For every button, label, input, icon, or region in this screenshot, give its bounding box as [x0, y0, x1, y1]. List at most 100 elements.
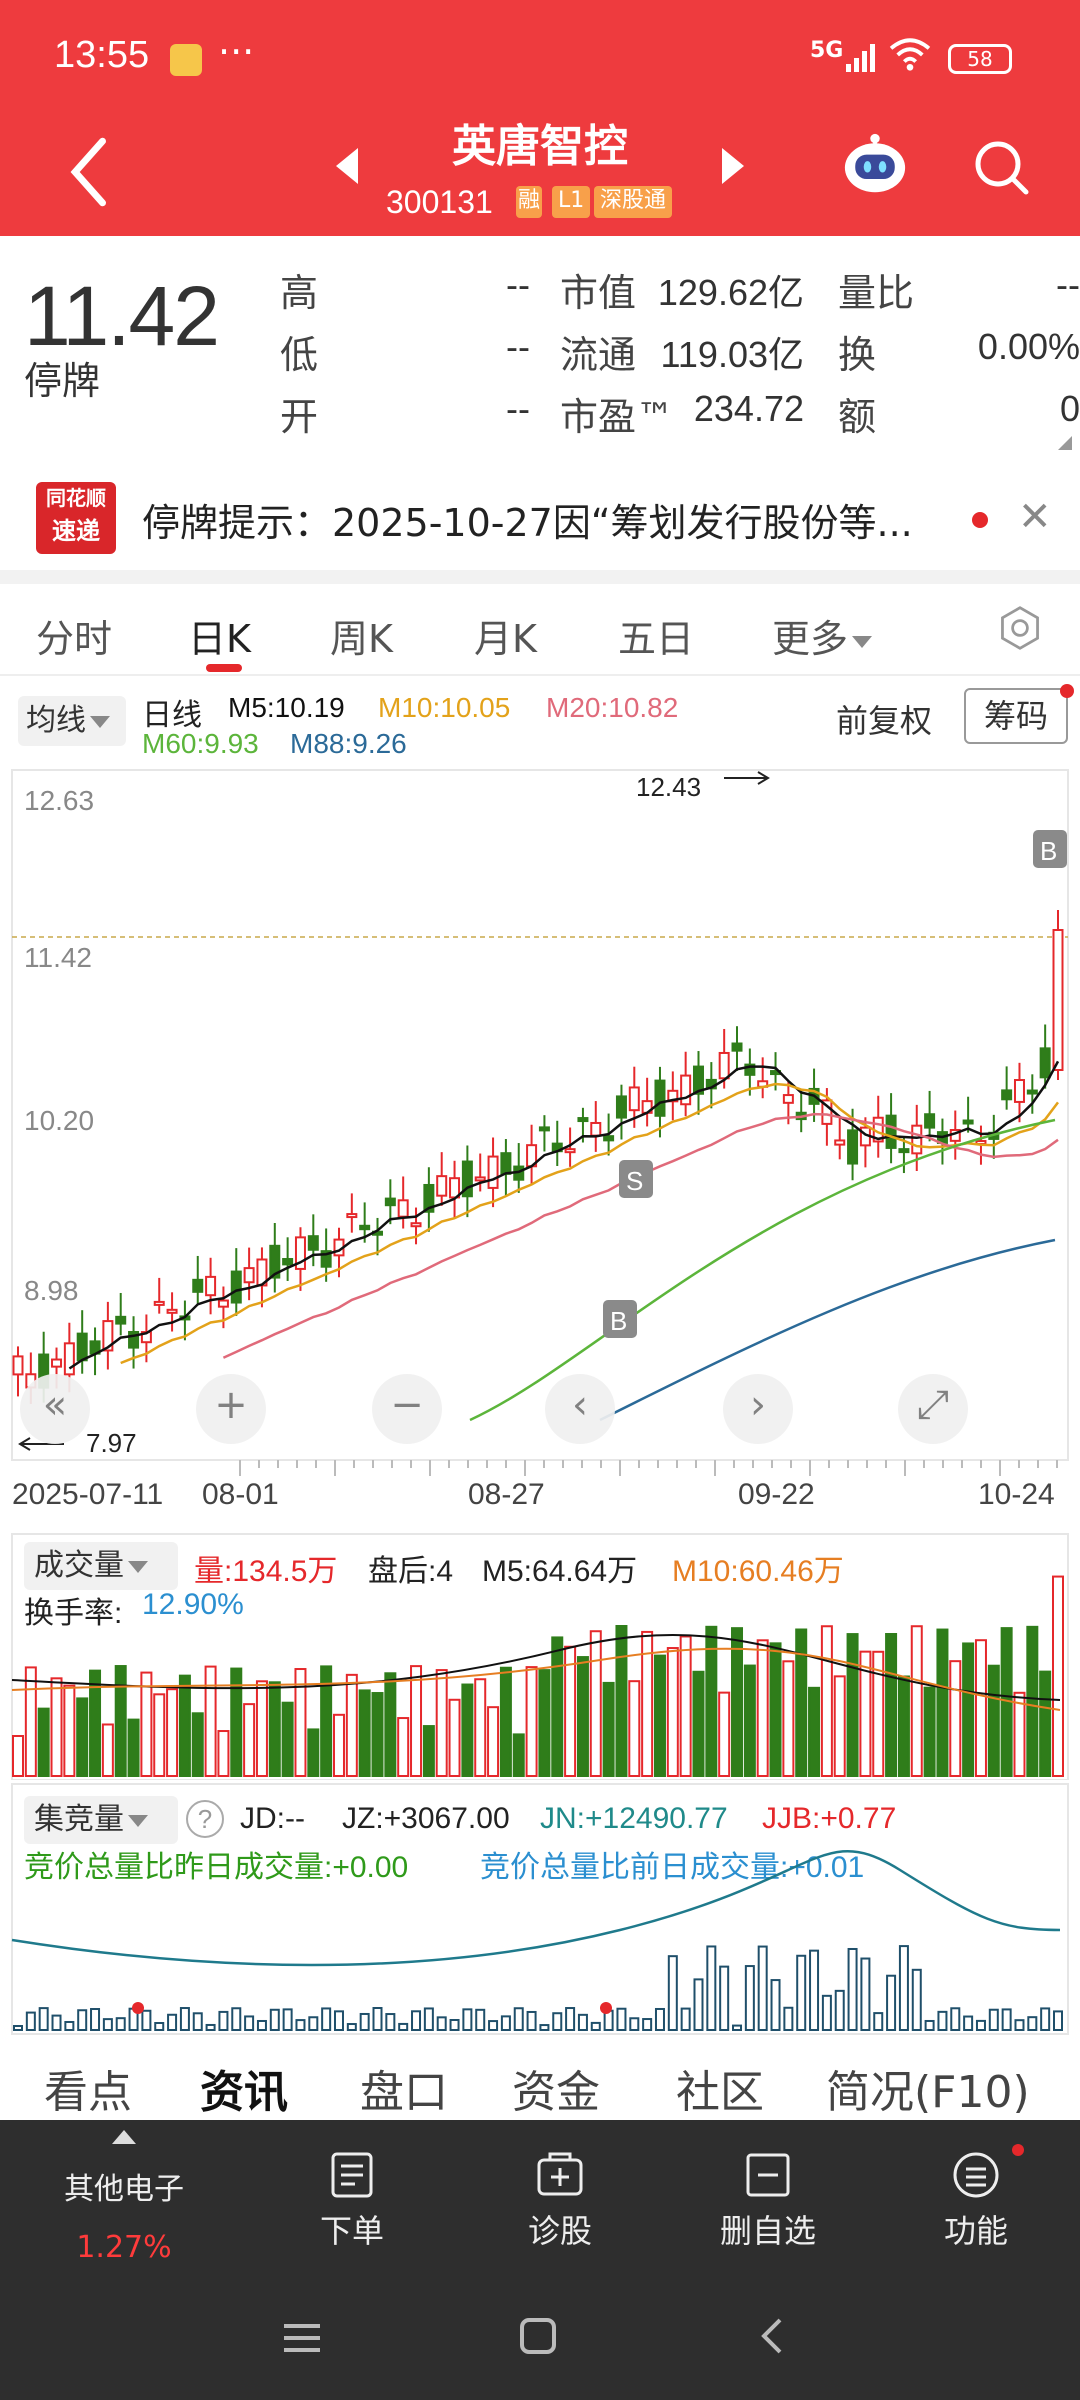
volume-bar	[615, 1625, 628, 1777]
candle-body	[153, 1300, 165, 1306]
auction-bar	[513, 2007, 524, 2031]
kline-chart[interactable]: 12.63 11.42 10.20 8.98 12.43 7.97 S B B	[0, 760, 1080, 1480]
volume-bar	[602, 1681, 615, 1778]
volume-bar	[692, 1670, 705, 1777]
help-icon[interactable]: ?	[186, 1800, 224, 1838]
volume-bar	[345, 1673, 358, 1777]
diagnose-label: 诊股	[527, 2212, 592, 2250]
zoom-in-control[interactable]: +	[196, 1374, 266, 1444]
indicator-selector[interactable]: 均线	[18, 696, 126, 746]
volume-bar	[743, 1664, 756, 1778]
candle-body	[1026, 1089, 1038, 1095]
volume-bar	[178, 1674, 191, 1777]
kline-frame	[11, 769, 1069, 1461]
diagnose-button[interactable]: 诊股	[490, 2150, 630, 2252]
tab-monthly-k[interactable]: 月K	[474, 617, 537, 661]
next-triangle-icon[interactable]	[722, 148, 744, 184]
remove-watchlist-button[interactable]: 删自选	[698, 2150, 838, 2252]
low-price-mark: 7.97	[86, 1428, 137, 1458]
home-icon[interactable]	[516, 2314, 560, 2358]
tab-capital-flow[interactable]: 资金	[512, 2067, 600, 2118]
volume-bar	[1052, 1575, 1064, 1778]
back-icon[interactable]	[750, 2314, 794, 2358]
tab-more[interactable]: 更多	[772, 608, 873, 663]
sector-name: 其他电子	[64, 2172, 184, 2207]
volume-chart[interactable]	[0, 1530, 1080, 1780]
volume-bar	[923, 1686, 936, 1777]
auction-selector[interactable]: 集竞量	[24, 1796, 178, 1844]
candle-body	[603, 1135, 615, 1142]
functions-button[interactable]: 功能	[906, 2150, 1046, 2252]
auction-bar	[1053, 2010, 1063, 2031]
halt-notice-text[interactable]: 停牌提示：2025-10-27因“筹划发行股份等...	[142, 501, 913, 545]
high-arrow-icon	[724, 771, 770, 785]
volume-bar	[808, 1686, 821, 1777]
volume-bar	[859, 1650, 872, 1777]
chips-button[interactable]: 筹码	[964, 688, 1068, 744]
settings-hexagon-icon[interactable]	[996, 604, 1044, 652]
tab-news[interactable]: 资讯	[200, 2067, 288, 2118]
candle-body	[538, 1126, 550, 1132]
active-tab-indicator	[206, 664, 242, 672]
fullscreen-control[interactable]: ⤢	[898, 1374, 968, 1444]
chevron-down-icon	[128, 1560, 148, 1573]
tab-highlights[interactable]: 看点	[44, 2067, 132, 2118]
auction-bar	[269, 2008, 280, 2031]
tab-intraday[interactable]: 分时	[36, 617, 113, 661]
volume-bar	[397, 1717, 410, 1777]
adjust-mode[interactable]: 前复权	[836, 702, 933, 740]
candle-body	[192, 1278, 204, 1293]
close-icon[interactable]: ✕	[1018, 494, 1052, 540]
tab-community[interactable]: 社区	[676, 2067, 764, 2118]
volume-bar	[756, 1639, 769, 1778]
low-label: 低	[280, 333, 319, 377]
search-icon[interactable]	[972, 138, 1032, 198]
volume-bar	[24, 1666, 37, 1777]
date-label-start: 2025-07-11	[12, 1478, 164, 1511]
sector-item[interactable]: 其他电子 1.27%	[54, 2164, 194, 2265]
highlights-dot	[132, 2002, 144, 2014]
menu-icon[interactable]	[280, 2316, 324, 2360]
tab-daily-k[interactable]: 日K	[188, 617, 251, 661]
candle-body	[667, 1089, 679, 1103]
volume-bar	[474, 1678, 487, 1777]
volume-m5: M5:64.64万	[482, 1555, 638, 1588]
candle-body	[577, 1117, 589, 1123]
robot-icon[interactable]	[842, 132, 908, 196]
status-bar: 13:55 ··· 5G 58	[0, 0, 1080, 118]
auction-bar	[988, 2008, 999, 2032]
tab-weekly-k[interactable]: 周K	[330, 617, 393, 661]
pan-left-control[interactable]: ‹	[545, 1374, 615, 1444]
tab-order-book[interactable]: 盘口	[360, 2067, 448, 2118]
auction-chart[interactable]	[0, 1780, 1080, 2040]
pe-label: 市盈™	[560, 395, 675, 439]
volume-bar	[820, 1625, 833, 1777]
order-button[interactable]: 下单	[282, 2150, 422, 2252]
pan-right-control[interactable]: ›	[723, 1374, 793, 1444]
volume-bar	[371, 1692, 384, 1778]
top-header: 13:55 ··· 5G 58 英唐智控 300131 融 L1 深股通	[0, 0, 1080, 236]
tab-more-label: 更多	[772, 617, 849, 661]
fullscreen-icon: ⤢	[917, 1382, 949, 1428]
candle-body	[307, 1235, 319, 1251]
candle-body	[474, 1176, 486, 1182]
candle-body	[76, 1332, 88, 1362]
system-nav-bar	[0, 2284, 1080, 2400]
candle-body	[384, 1197, 396, 1207]
rewind-control[interactable]: «	[20, 1374, 90, 1444]
volume-bar	[846, 1633, 859, 1777]
candle-body	[962, 1119, 974, 1125]
tab-five-day[interactable]: 五日	[618, 617, 695, 661]
volume-selector[interactable]: 成交量	[24, 1542, 178, 1590]
expand-corner-icon[interactable]	[1058, 436, 1072, 450]
candle-body	[115, 1315, 127, 1325]
y-axis-label: 10.20	[24, 1105, 94, 1136]
back-chevron-icon[interactable]	[60, 132, 120, 212]
candle-body	[500, 1152, 512, 1175]
prev-triangle-icon[interactable]	[336, 148, 358, 184]
volume-bar	[204, 1665, 217, 1777]
auction-bar	[552, 2012, 563, 2032]
zoom-out-control[interactable]: −	[372, 1374, 442, 1444]
news-logo-top: 同花顺	[46, 486, 106, 510]
tab-profile-f10[interactable]: 简况(F10)	[826, 2067, 1030, 2118]
